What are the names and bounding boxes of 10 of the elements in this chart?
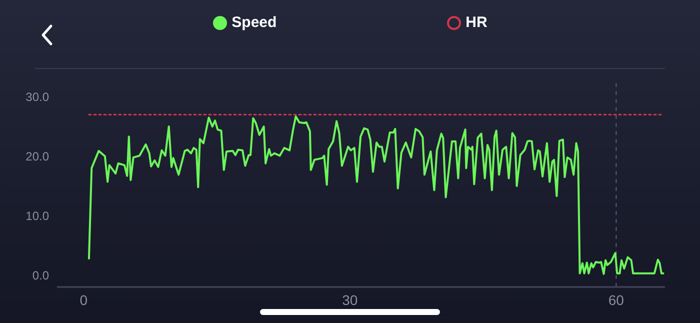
- y-tick-label: 10.0: [26, 208, 50, 223]
- x-tick-label: 30: [342, 292, 358, 308]
- x-tick-label: 60: [608, 292, 624, 308]
- y-tick-label: 30.0: [26, 90, 50, 104]
- legend-label: Speed: [232, 14, 277, 31]
- legend-label: HR: [466, 14, 488, 31]
- line-series: [88, 115, 664, 275]
- y-tick-label: 0.0: [32, 268, 50, 282]
- x-tick-label: 0: [80, 292, 88, 308]
- y-tick-label: 20.0: [26, 150, 50, 164]
